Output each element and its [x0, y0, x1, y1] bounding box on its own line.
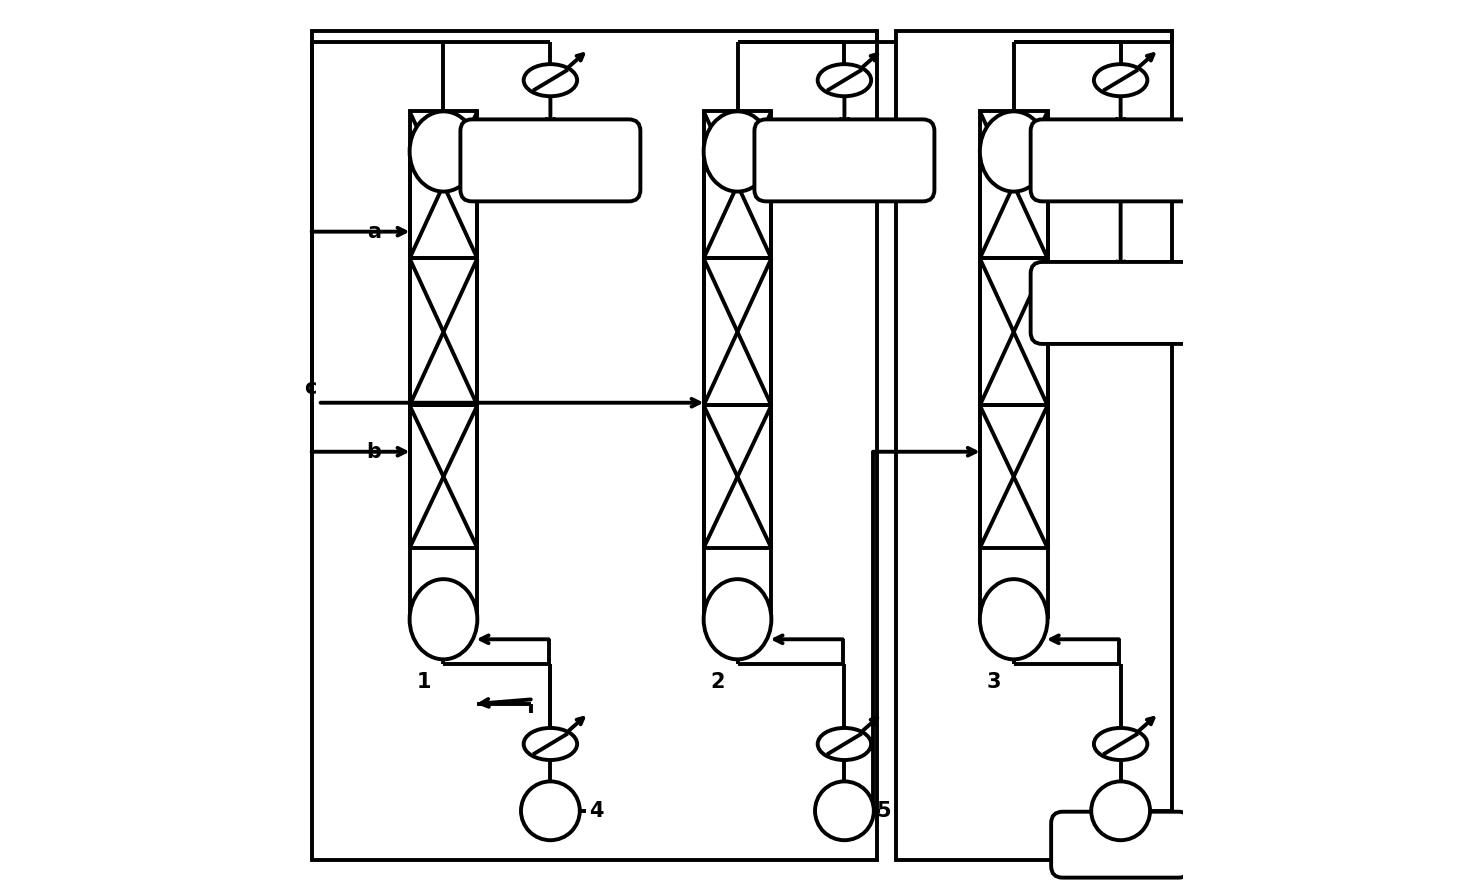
Text: c: c [304, 379, 316, 398]
Text: a: a [367, 222, 381, 241]
Circle shape [816, 781, 873, 840]
FancyBboxPatch shape [1052, 812, 1190, 878]
Ellipse shape [524, 728, 577, 760]
FancyBboxPatch shape [754, 119, 934, 201]
Ellipse shape [704, 579, 771, 659]
Text: 2: 2 [711, 672, 726, 691]
Ellipse shape [410, 111, 478, 192]
Bar [311, 31, 878, 860]
FancyBboxPatch shape [1031, 119, 1211, 201]
Ellipse shape [979, 111, 1047, 192]
Ellipse shape [817, 64, 872, 96]
Text: 7: 7 [1156, 835, 1171, 854]
Ellipse shape [1094, 728, 1148, 760]
Text: 3: 3 [987, 672, 1002, 691]
Ellipse shape [704, 111, 771, 192]
Ellipse shape [817, 728, 872, 760]
Ellipse shape [1094, 64, 1148, 96]
Ellipse shape [524, 64, 577, 96]
Circle shape [521, 781, 580, 840]
FancyBboxPatch shape [1031, 262, 1211, 344]
Ellipse shape [410, 579, 478, 659]
Text: 5: 5 [876, 801, 891, 821]
Text: 6: 6 [1156, 293, 1171, 313]
FancyBboxPatch shape [460, 119, 640, 201]
Text: 4: 4 [589, 801, 603, 821]
Text: b: b [366, 442, 381, 462]
Circle shape [1092, 781, 1150, 840]
Bar [897, 31, 1173, 860]
Text: 1: 1 [416, 672, 431, 691]
Ellipse shape [979, 579, 1047, 659]
